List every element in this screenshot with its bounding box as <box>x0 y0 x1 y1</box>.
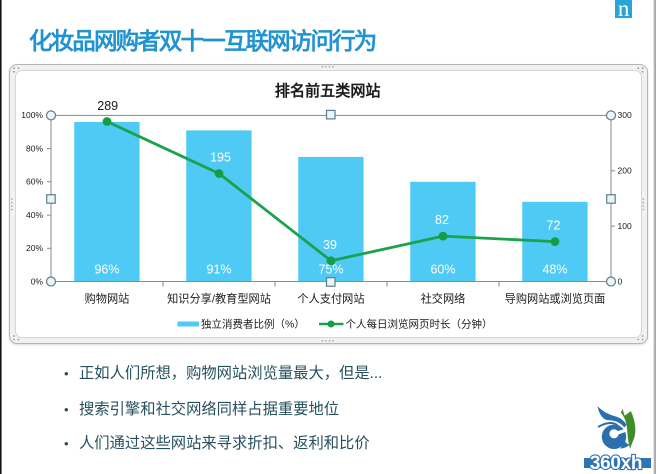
svg-text:100%: 100% <box>21 110 43 120</box>
svg-text:40%: 40% <box>26 210 43 220</box>
svg-text:知识分享/教育型网站: 知识分享/教育型网站 <box>167 292 271 306</box>
svg-text:60%: 60% <box>430 263 455 277</box>
svg-text:72: 72 <box>547 219 561 233</box>
svg-text:社交网络: 社交网络 <box>421 292 466 306</box>
svg-text:289: 289 <box>97 99 118 113</box>
svg-text:200: 200 <box>618 166 632 176</box>
svg-text:96%: 96% <box>94 263 119 277</box>
svg-text:82: 82 <box>435 213 449 227</box>
svg-text:排名前五类网站: 排名前五类网站 <box>275 82 381 100</box>
svg-text:300: 300 <box>618 110 632 120</box>
svg-text:91%: 91% <box>206 263 231 277</box>
svg-text:个人支付网站: 个人支付网站 <box>297 292 364 306</box>
svg-text:195: 195 <box>210 151 231 165</box>
svg-text:购物网站: 购物网站 <box>85 292 130 306</box>
svg-text:0%: 0% <box>31 276 44 286</box>
svg-text:75%: 75% <box>318 263 343 277</box>
svg-text:个人每日浏览网页时长（分钟）: 个人每日浏览网页时长（分钟） <box>346 318 493 331</box>
svg-text:0: 0 <box>618 276 623 286</box>
svg-text:100: 100 <box>618 221 632 231</box>
svg-text:48%: 48% <box>542 263 567 277</box>
svg-text:80%: 80% <box>26 143 43 153</box>
svg-text:独立消费者比例（%）: 独立消费者比例（%） <box>201 318 305 331</box>
svg-text:20%: 20% <box>26 243 43 253</box>
svg-text:60%: 60% <box>26 177 43 187</box>
svg-text:39: 39 <box>323 238 337 252</box>
svg-text:导购网站或浏览页面: 导购网站或浏览页面 <box>505 292 606 306</box>
svg-text:360xh: 360xh <box>590 453 642 474</box>
